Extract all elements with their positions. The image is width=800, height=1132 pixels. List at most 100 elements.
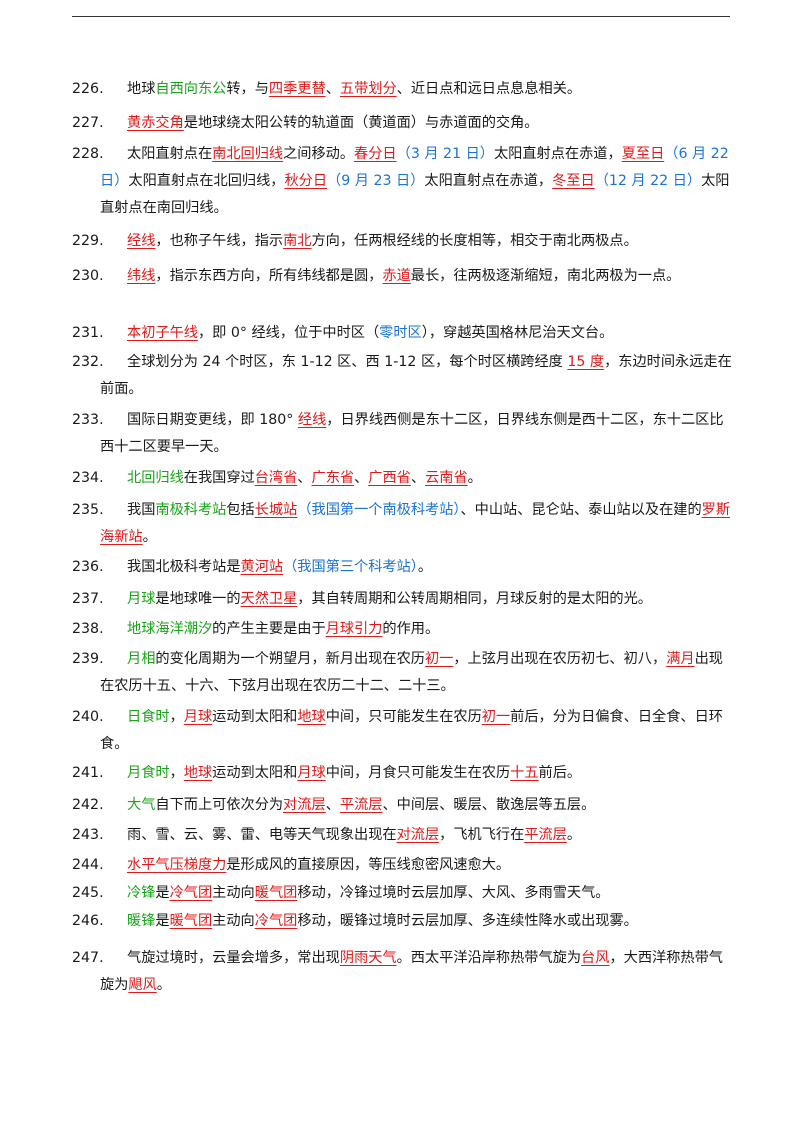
note-text: （9 月 23 日）	[327, 173, 425, 189]
note-text: （6 月 22 日）	[100, 146, 729, 189]
body-text: 的变化周期为一个朔望月，新月出现在农历	[155, 651, 425, 667]
key-term: 月球	[297, 765, 326, 781]
key-term: 对流层	[283, 797, 326, 813]
body-text: ，	[169, 765, 184, 781]
key-term: 地球	[297, 709, 326, 725]
body-text: 太阳直射点在南回归线。	[100, 173, 730, 216]
topic-term: 月相	[127, 651, 156, 667]
topic-term: 暖锋	[127, 913, 156, 929]
item-number: 229.	[72, 233, 104, 249]
item-text: 地球海洋潮汐的产生主要是由于月球引力的作用。	[100, 616, 732, 643]
key-term: 罗斯海新站	[100, 502, 731, 545]
body-text: 。	[156, 977, 171, 993]
body-text: ，日界线西侧是东十二区，日界线东侧是西十二区，东十二区比西十二区要早一天。	[100, 412, 724, 455]
note-text: （3 月 21 日）	[396, 146, 494, 162]
item-number: 247.	[72, 950, 104, 966]
topic-term: 冷锋	[127, 885, 156, 901]
body-text: 的作用。	[382, 621, 440, 637]
item-number: 231.	[72, 325, 104, 341]
body-text: 是	[155, 913, 170, 929]
body-text: 、中山站、昆仑站、泰山站以及在建的	[460, 502, 702, 518]
key-term: 赤道	[382, 268, 411, 284]
item-text: 我国北极科考站是黄河站（我国第三个科考站）。	[100, 554, 732, 581]
key-term: 对流层	[396, 827, 440, 843]
body-text: 中间，只可能发生在农历	[325, 709, 482, 725]
topic-term: 日食时	[127, 709, 170, 725]
body-text: ），穿越英国格林尼治天文台。	[421, 325, 614, 341]
key-term: 飓风	[128, 977, 157, 993]
item-number: 246.	[72, 913, 104, 929]
topic-term: 地球海洋潮汐	[127, 621, 213, 637]
key-term: 经线	[127, 233, 156, 249]
item-number: 236.	[72, 559, 104, 575]
body-text: 前后。	[538, 765, 582, 781]
key-term: 纬线	[127, 268, 156, 284]
topic-term: 月球	[127, 591, 156, 607]
item-number: 226.	[72, 81, 104, 97]
body-text: 、	[325, 81, 340, 97]
note-text: （12 月 22 日）	[594, 173, 702, 189]
body-text: ，	[169, 709, 184, 725]
topic-term: 南极科考站	[155, 502, 227, 518]
item-text: 月相的变化周期为一个朔望月，新月出现在农历初一，上弦月出现在农历初七、初八，满月…	[100, 646, 732, 700]
item-text: 黄赤交角是地球绕太阳公转的轨道面（黄道面）与赤道面的交角。	[100, 110, 732, 137]
body-text: ，也称子午线，指示	[155, 233, 284, 249]
body-text: 运动到太阳和	[212, 765, 298, 781]
key-term: 暖气团	[254, 885, 298, 901]
body-text: 主动向	[212, 885, 255, 901]
item-text: 本初子午线，即 0° 经线，位于中时区（零时区），穿越英国格林尼治天文台。	[100, 320, 732, 347]
item-number: 230.	[72, 268, 104, 284]
item-text: 国际日期变更线，即 180° 经线，日界线西侧是东十二区，日界线东侧是西十二区，…	[100, 407, 732, 461]
item-number: 240.	[72, 709, 104, 725]
body-text: 中间，月食只可能发生在农历	[325, 765, 511, 781]
key-term: 平流层	[339, 797, 383, 813]
body-text: 、近日点和远日点息息相关。	[396, 81, 582, 97]
body-text: 是地球绕太阳公转的轨道面（黄道面）与赤道面的交角。	[183, 115, 539, 131]
key-term: 初一	[424, 651, 454, 667]
key-term: 广东省	[311, 470, 355, 486]
item-text: 日食时，月球运动到太阳和地球中间，只可能发生在农历初一前后，分为日偏食、日全食、…	[100, 704, 732, 758]
item-number: 227.	[72, 115, 104, 131]
item-text: 水平气压梯度力是形成风的直接原因，等压线愈密风速愈大。	[100, 852, 732, 879]
key-term: 四季更替	[268, 81, 326, 97]
body-text: ，上弦月出现在农历初七、初八，	[453, 651, 667, 667]
item-text: 月球是地球唯一的天然卫星，其自转周期和公转周期相同，月球反射的是太阳的光。	[100, 586, 732, 613]
item-number: 245.	[72, 885, 104, 901]
item-text: 太阳直射点在南北回归线之间移动。春分日（3 月 21 日）太阳直射点在赤道，夏至…	[100, 141, 732, 222]
key-term: 秋分日	[284, 173, 328, 189]
body-text: ，指示东西方向，所有纬线都是圆，	[155, 268, 383, 284]
key-term: 暖气团	[169, 913, 213, 929]
item-text: 纬线，指示东西方向，所有纬线都是圆，赤道最长，往两极逐渐缩短，南北两极为一点。	[100, 263, 732, 290]
item-number: 235.	[72, 502, 104, 518]
body-text: 我国北极科考站是	[127, 559, 241, 575]
item-number: 238.	[72, 621, 104, 637]
key-term: 阴雨天气	[339, 950, 397, 966]
body-text: 、	[325, 797, 340, 813]
body-text: 。	[467, 470, 482, 486]
item-number: 239.	[72, 651, 104, 667]
body-text: 的产生主要是由于	[212, 621, 326, 637]
key-term: 五带划分	[339, 81, 397, 97]
key-term: 黄赤交角	[127, 115, 184, 131]
body-text: 运动到太阳和	[212, 709, 298, 725]
key-term: 天然卫星	[240, 591, 298, 607]
item-number: 242.	[72, 797, 104, 813]
key-term: 平流层	[524, 827, 567, 843]
note-text: （我国第一个南极科考站）	[297, 502, 461, 518]
body-text: 、	[297, 470, 312, 486]
body-text: 出现在农历十五、十六、下弦月出现在农历二十二、二十三。	[100, 651, 723, 694]
key-term: 水平气压梯度力	[127, 857, 227, 873]
key-term: 台风	[581, 950, 610, 966]
body-text: 。西太平洋沿岸称热带气旋为	[396, 950, 582, 966]
body-text: ，即 0° 经线，位于中时区（	[197, 325, 380, 341]
body-text: 。	[566, 827, 582, 843]
topic-term: 自西向东公	[155, 81, 227, 97]
key-term: 南北回归线	[212, 146, 284, 162]
item-text: 冷锋是冷气团主动向暖气团移动，冷锋过境时云层加厚、大风、多雨雪天气。	[100, 880, 732, 907]
body-text: 主动向	[212, 913, 255, 929]
body-text: 太阳直射点在赤道，	[424, 173, 553, 189]
body-text: ，东边时间永远走在前面。	[100, 354, 732, 397]
item-number: 244.	[72, 857, 104, 873]
topic-term: 大气	[127, 797, 156, 813]
body-text: 我国	[127, 502, 156, 518]
